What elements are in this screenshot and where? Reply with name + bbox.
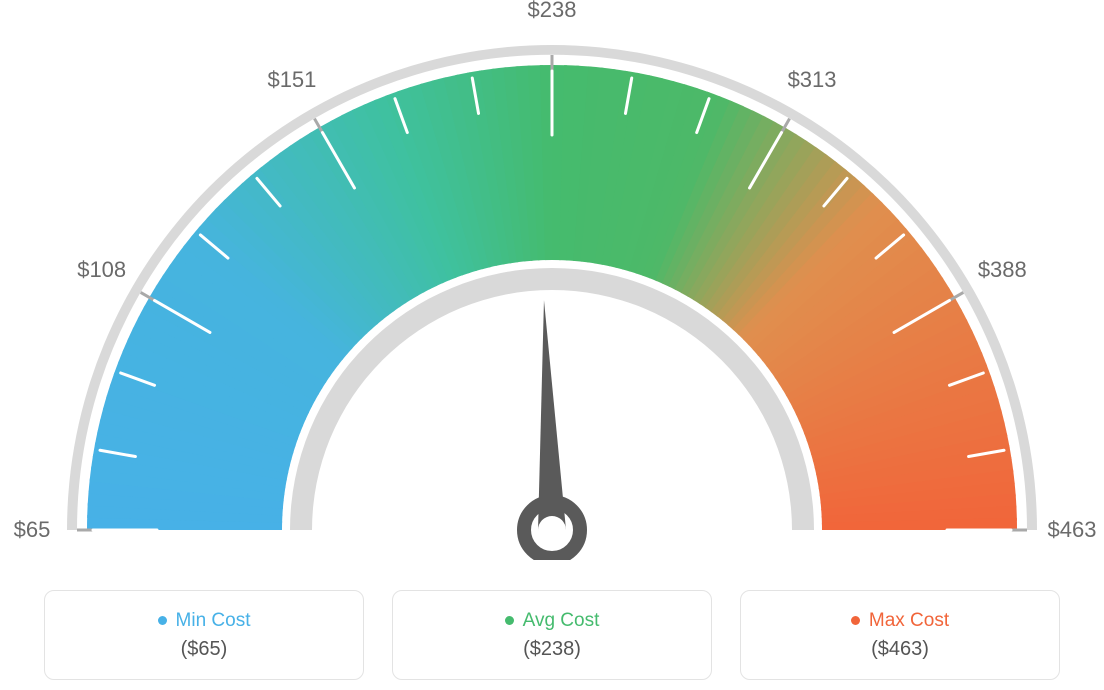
legend-title-max: Max Cost — [851, 610, 949, 632]
legend-value-min: ($65) — [181, 638, 228, 661]
legend-dot-max — [851, 616, 860, 625]
legend-row: Min Cost ($65) Avg Cost ($238) Max Cost … — [0, 580, 1104, 690]
gauge-tick-label: $151 — [267, 67, 316, 93]
gauge-tick-label: $65 — [14, 517, 51, 543]
gauge-svg — [0, 0, 1104, 560]
legend-card-min: Min Cost ($65) — [44, 590, 364, 680]
chart-container: $65 $108 $151 $238 $313 $388 $463 Min Cost ($6… — [0, 0, 1104, 690]
legend-label-max: Max Cost — [869, 610, 949, 632]
legend-label-min: Min Cost — [176, 610, 251, 632]
legend-value-avg: ($238) — [523, 638, 581, 661]
gauge-tick-label: $463 — [1048, 517, 1097, 543]
legend-dot-min — [158, 616, 167, 625]
gauge-tick-label: $108 — [77, 257, 126, 283]
gauge-tick-label: $238 — [528, 0, 577, 23]
legend-label-avg: Avg Cost — [523, 610, 600, 632]
legend-card-max: Max Cost ($463) — [740, 590, 1060, 680]
legend-value-max: ($463) — [871, 638, 929, 661]
legend-title-avg: Avg Cost — [505, 610, 600, 632]
legend-dot-avg — [505, 616, 514, 625]
gauge-tick-label: $388 — [978, 257, 1027, 283]
gauge-area: $65 $108 $151 $238 $313 $388 $463 — [0, 0, 1104, 560]
legend-card-avg: Avg Cost ($238) — [392, 590, 712, 680]
legend-title-min: Min Cost — [158, 610, 251, 632]
gauge-tick-label: $313 — [788, 67, 837, 93]
